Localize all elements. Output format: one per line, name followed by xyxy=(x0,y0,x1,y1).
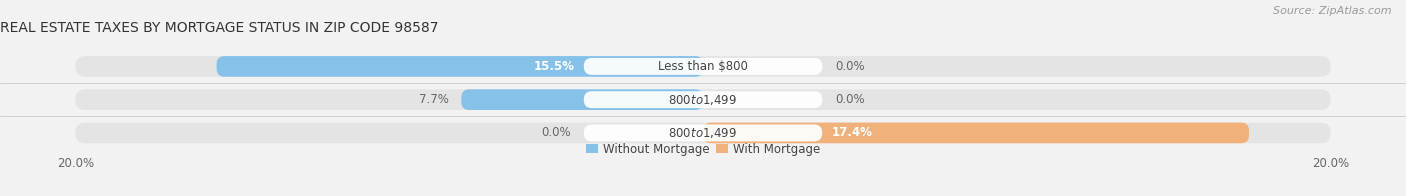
Legend: Without Mortgage, With Mortgage: Without Mortgage, With Mortgage xyxy=(586,143,820,156)
FancyBboxPatch shape xyxy=(583,58,823,75)
Text: 15.5%: 15.5% xyxy=(533,60,574,73)
FancyBboxPatch shape xyxy=(583,91,823,108)
Text: $800 to $1,499: $800 to $1,499 xyxy=(668,126,738,140)
Text: 0.0%: 0.0% xyxy=(541,126,571,139)
Text: $800 to $1,499: $800 to $1,499 xyxy=(668,93,738,107)
Text: 17.4%: 17.4% xyxy=(832,126,873,139)
FancyBboxPatch shape xyxy=(76,89,1330,110)
FancyBboxPatch shape xyxy=(76,56,1330,77)
FancyBboxPatch shape xyxy=(461,89,703,110)
Text: 0.0%: 0.0% xyxy=(835,93,865,106)
Text: Source: ZipAtlas.com: Source: ZipAtlas.com xyxy=(1274,6,1392,16)
Text: 7.7%: 7.7% xyxy=(419,93,449,106)
FancyBboxPatch shape xyxy=(703,123,1249,143)
Text: REAL ESTATE TAXES BY MORTGAGE STATUS IN ZIP CODE 98587: REAL ESTATE TAXES BY MORTGAGE STATUS IN … xyxy=(0,21,439,35)
FancyBboxPatch shape xyxy=(76,123,1330,143)
FancyBboxPatch shape xyxy=(583,124,823,141)
FancyBboxPatch shape xyxy=(217,56,703,77)
Text: 0.0%: 0.0% xyxy=(835,60,865,73)
Text: Less than $800: Less than $800 xyxy=(658,60,748,73)
